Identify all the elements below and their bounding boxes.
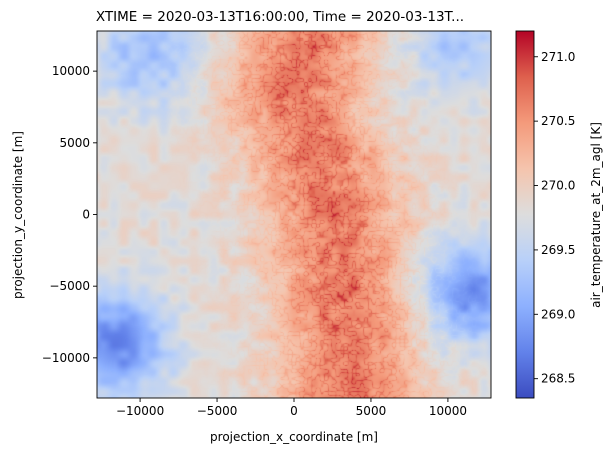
colorbar-tick-label: 269.5 xyxy=(541,243,575,257)
y-tick-label: 5000 xyxy=(59,136,90,150)
heatmap-plot xyxy=(96,30,492,399)
x-tick-label: 10000 xyxy=(429,404,467,418)
colorbar-tick-label: 271.0 xyxy=(541,50,575,64)
x-tick-label: 0 xyxy=(290,404,298,418)
y-tick-label: 10000 xyxy=(52,64,90,78)
y-tick-label: −10000 xyxy=(42,351,90,365)
y-tick-label: 0 xyxy=(82,208,90,222)
y-tick-label: −5000 xyxy=(49,279,90,293)
colorbar-fill xyxy=(516,31,534,398)
x-tick-label: 5000 xyxy=(356,404,387,418)
y-axis-label: projection_y_coordinate [m] xyxy=(11,131,25,299)
x-tick-label: −5000 xyxy=(197,404,238,418)
x-axis-label: projection_x_coordinate [m] xyxy=(210,430,378,444)
colorbar-tick-label: 270.5 xyxy=(541,114,575,128)
colorbar-tick-label: 268.5 xyxy=(541,372,575,386)
x-tick-label: −10000 xyxy=(116,404,164,418)
y-axis: −10000 −5000 0 5000 10000 xyxy=(42,64,97,365)
x-axis: −10000 −5000 0 5000 10000 xyxy=(116,398,467,418)
colorbar-label: air_temperature_at_2m_agl [K] xyxy=(589,122,603,308)
colorbar: 268.5 269.0 269.5 270.0 270.5 271.0 air_tempe… xyxy=(515,30,603,399)
colorbar-frame xyxy=(515,30,535,399)
colorbar-ticks: 268.5 269.0 269.5 270.0 270.5 271.0 xyxy=(534,50,575,386)
heatmap-field xyxy=(97,31,491,398)
colorbar-tick-label: 269.0 xyxy=(541,307,575,321)
chart-title: XTIME = 2020-03-13T16:00:00, Time = 2020… xyxy=(96,9,464,25)
colorbar-tick-label: 270.0 xyxy=(541,179,575,193)
